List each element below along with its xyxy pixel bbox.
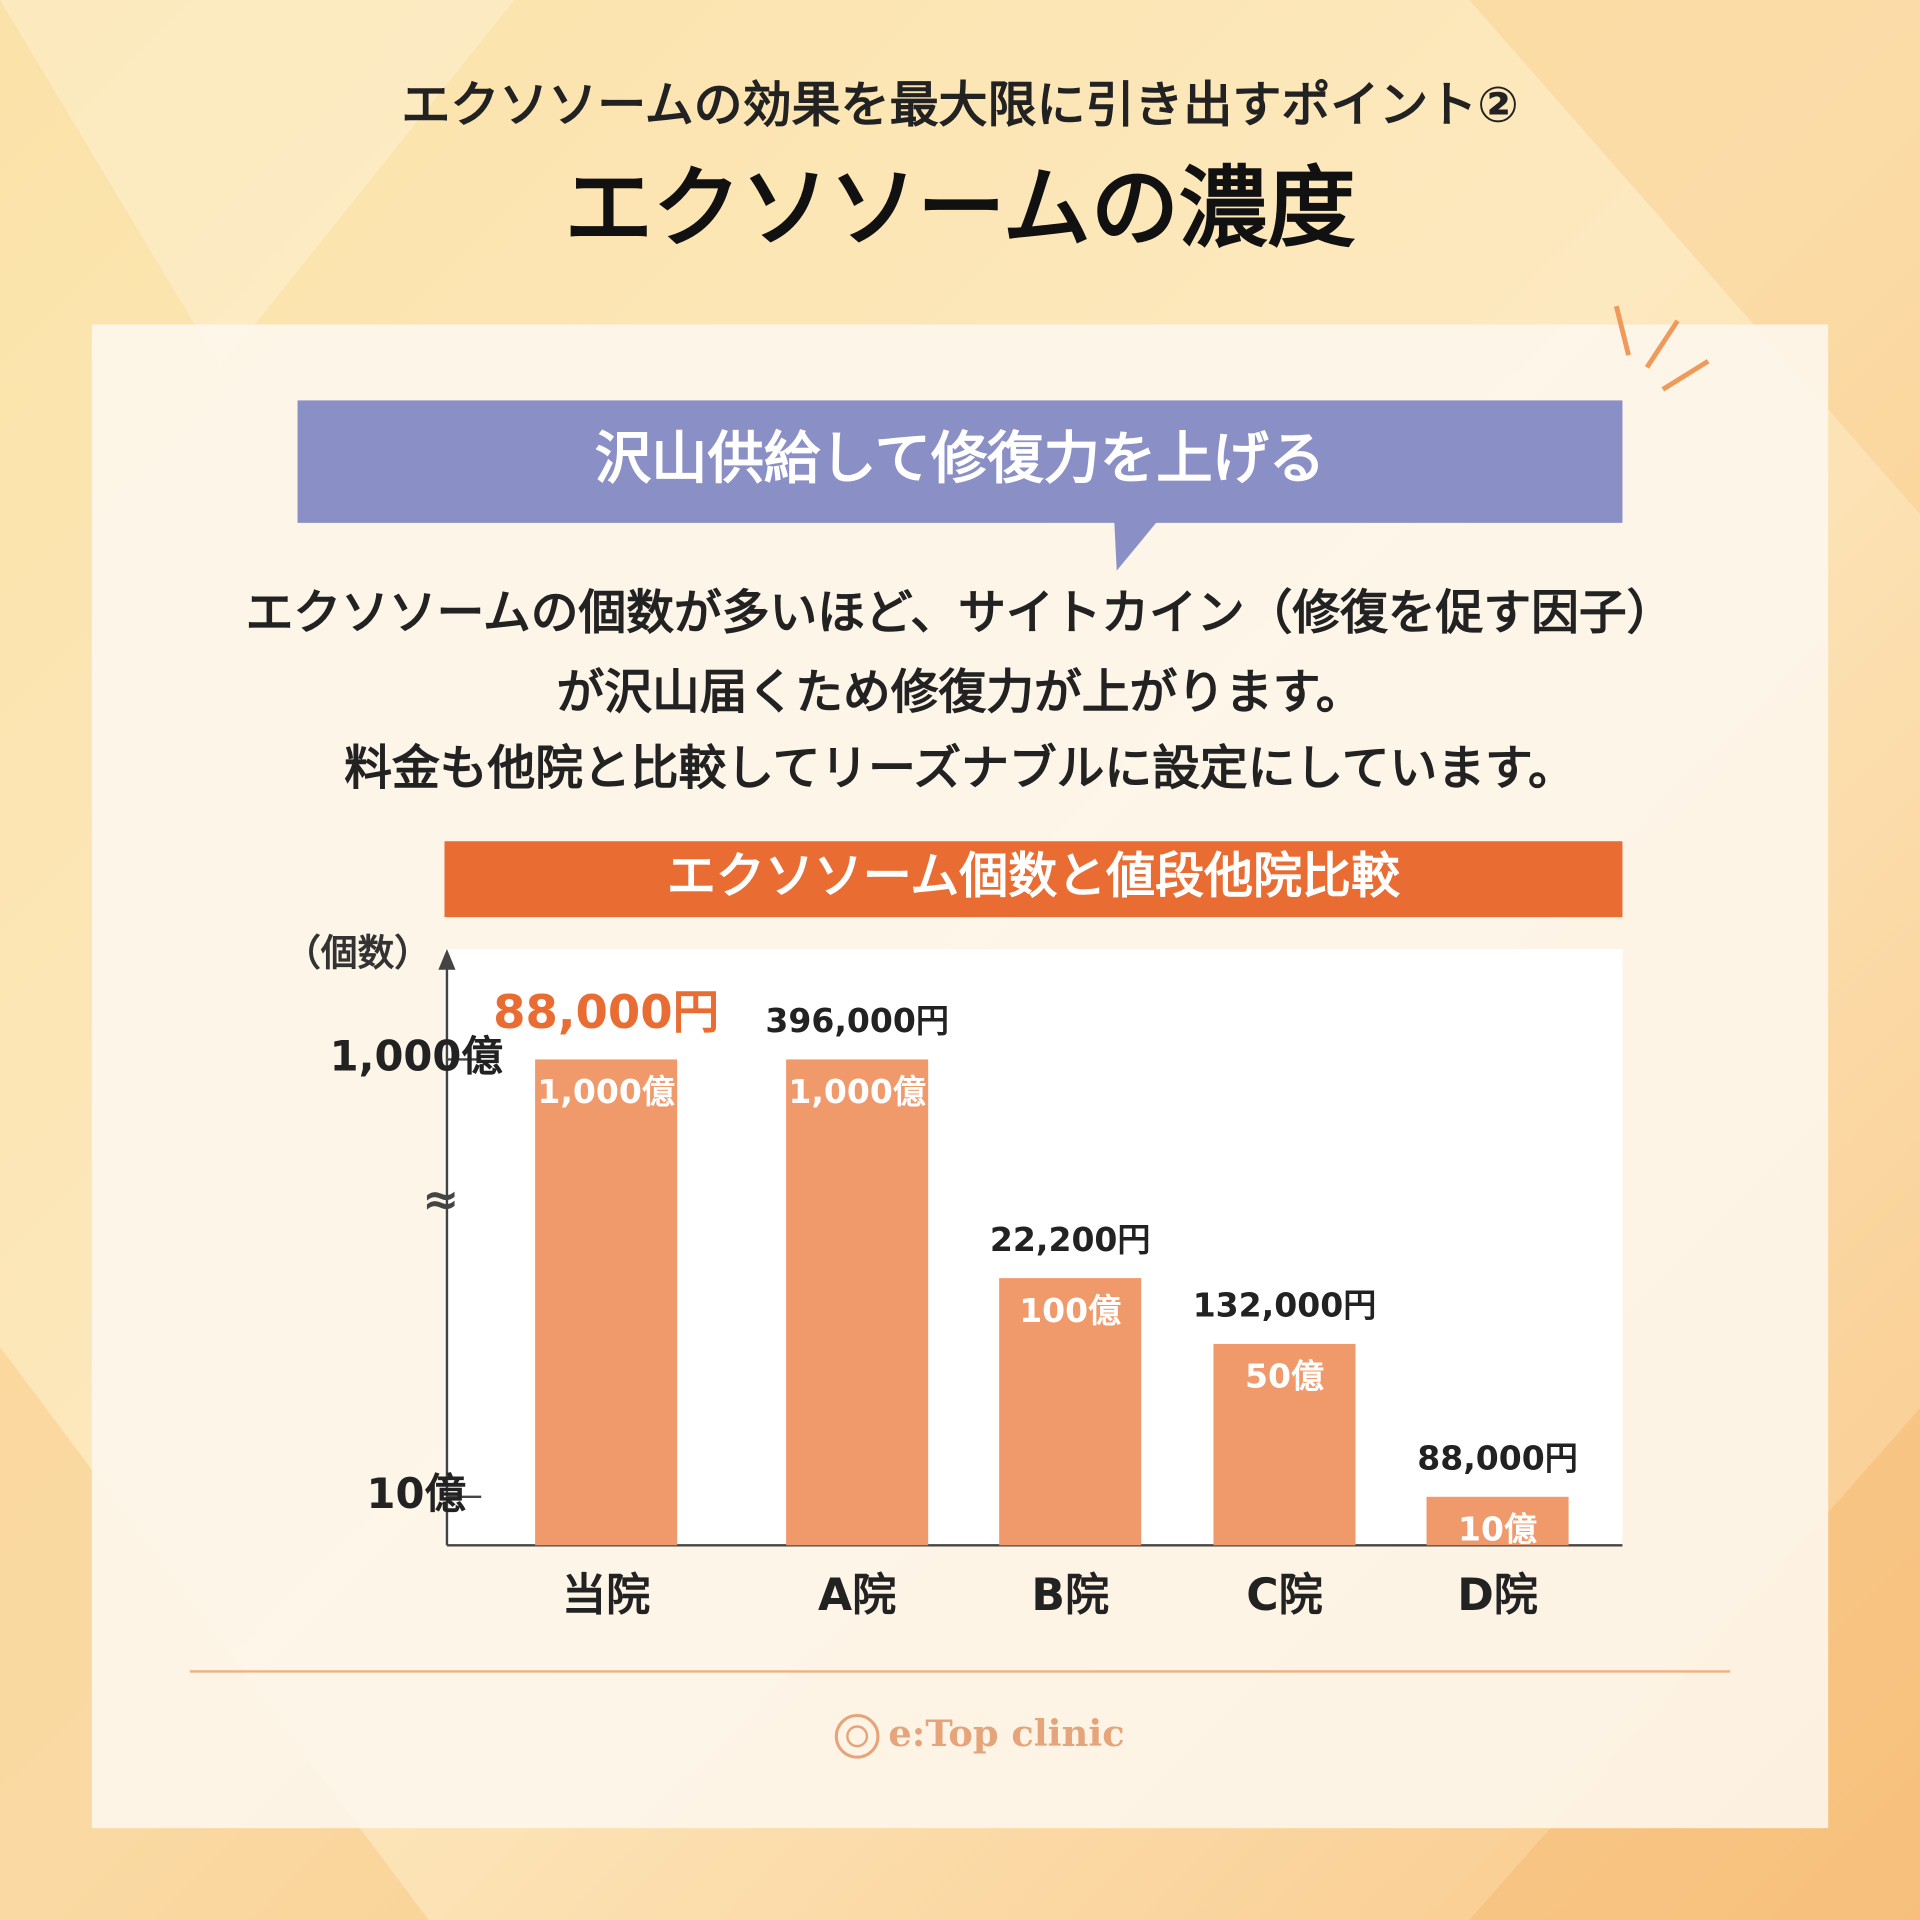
title: エクソソームの濃度 — [565, 157, 1356, 260]
callout-text: 沢山供給して修復力を上げる — [595, 426, 1325, 491]
x-tick-label: A院 — [818, 1570, 896, 1621]
callout-pointer — [1114, 521, 1158, 571]
price-label: 396,000円 — [765, 1001, 949, 1040]
price-label: 88,000円 — [1417, 1439, 1578, 1478]
callout-box — [297, 400, 1623, 523]
decor — [0, 0, 515, 368]
axis-arrow — [438, 948, 456, 970]
axis-break: ≈ — [422, 1174, 459, 1225]
chart-title: エクソソーム個数と値段他院比較 — [667, 848, 1401, 905]
body-line: 料金も他院と比較してリーズナブルに設定にしています。 — [344, 741, 1575, 796]
logo-text: e:Top clinic — [888, 1712, 1124, 1755]
price-label: 22,200円 — [990, 1220, 1151, 1259]
body-line: が沢山届くため修復力が上がります。 — [557, 666, 1364, 721]
value-label: 1,000億 — [537, 1072, 675, 1111]
body-line: エクソソームの個数が多いほど、サイトカイン（修復を促す因子） — [246, 586, 1675, 641]
price-label: 88,000円 — [493, 985, 719, 1039]
logo-icon — [846, 1725, 869, 1748]
x-tick-label: C院 — [1246, 1570, 1322, 1621]
x-tick-label: B院 — [1031, 1570, 1109, 1621]
y-tick-label: 1,000億 — [330, 1031, 504, 1080]
value-label: 10億 — [1458, 1510, 1537, 1549]
subtitle: エクソソームの効果を最大限に引き出すポイント② — [401, 76, 1518, 133]
bar — [535, 1059, 678, 1546]
bar — [1213, 1343, 1356, 1546]
value-label: 1,000億 — [788, 1072, 926, 1111]
x-tick-label: D院 — [1457, 1570, 1538, 1621]
chart-title-bar — [444, 841, 1623, 918]
y-tick-label: 10億 — [367, 1469, 467, 1518]
bar — [999, 1278, 1142, 1546]
x-tick-label: 当院 — [562, 1570, 650, 1621]
logo-icon — [834, 1713, 880, 1759]
sparkle — [1613, 305, 1710, 392]
bar — [786, 1059, 929, 1546]
price-label: 132,000円 — [1193, 1286, 1377, 1325]
value-label: 50億 — [1245, 1357, 1324, 1396]
value-label: 100億 — [1019, 1291, 1121, 1330]
y-axis-label: （個数） — [284, 932, 431, 975]
bar — [1426, 1496, 1569, 1546]
